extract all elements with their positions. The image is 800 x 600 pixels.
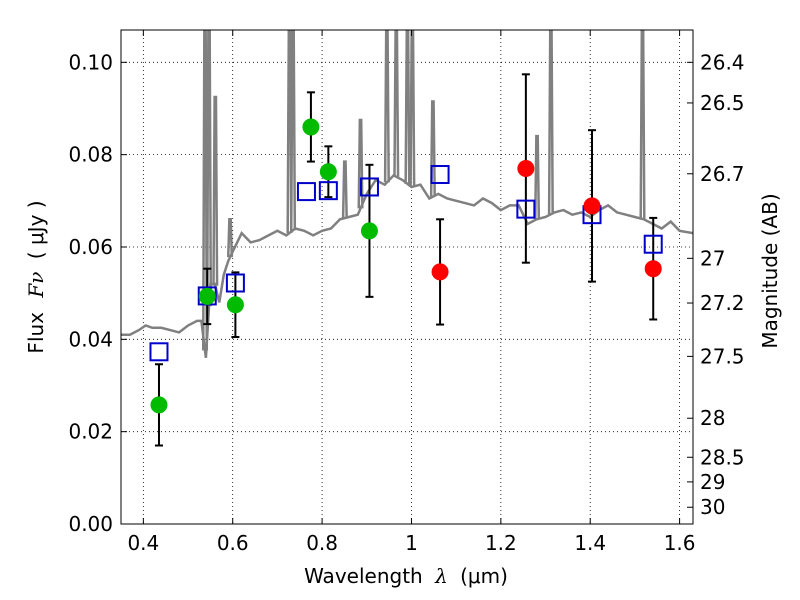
magnitude-tick-label: 27.2 [700, 291, 745, 315]
magnitude-axis-title: Magnitude (AB) [758, 193, 782, 348]
emission-line-spike [547, 30, 554, 215]
model-bandpass-square [318, 181, 338, 201]
model-bandpass-squares [149, 165, 663, 362]
magnitude-tick-label: 28 [700, 406, 725, 430]
observed-flux-point [360, 222, 378, 240]
x-tick-label: 1.6 [664, 531, 696, 555]
observed-flux-point [431, 263, 449, 281]
magnitude-tick-label: 27 [700, 246, 725, 270]
y-axis-symbol: Fν [24, 272, 48, 299]
grid-lines [121, 30, 693, 524]
magnitude-tick-label: 27.5 [700, 344, 745, 368]
model-bandpass-square [225, 273, 245, 293]
magnitude-tick-label: 26.5 [700, 91, 745, 115]
x-tick-label: 1 [405, 531, 418, 555]
emission-line-spike [357, 118, 364, 209]
model-bandpass-square [430, 165, 450, 185]
emission-line-spike [404, 30, 411, 184]
plot-frame [120, 29, 694, 525]
x-axis-ticks: 0.4 0.6 0.8 1 1.2 1.4 1.6 [127, 30, 696, 555]
y-axis-ticks: 0.00 0.02 0.04 0.06 0.08 0.10 [68, 50, 127, 536]
magnitude-tick-label: 30 [700, 495, 725, 519]
y-tick-label: 0.06 [68, 235, 113, 259]
observed-flux-point [226, 296, 244, 314]
y-axis-unit: ( μJy ) [24, 200, 48, 259]
emission-line-spikes [201, 30, 646, 351]
x-axis-unit: (μm) [460, 564, 508, 588]
magnitude-tick-label: 26.7 [700, 162, 745, 186]
model-bandpass-square [643, 234, 663, 254]
x-tick-label: 0.6 [217, 531, 249, 555]
x-tick-label: 1.4 [574, 531, 606, 555]
emission-line-spike [227, 218, 234, 258]
emission-line-spike [290, 30, 297, 231]
y-tick-label: 0.02 [68, 420, 113, 444]
model-bandpass-square [149, 342, 169, 362]
emission-line-spike [409, 30, 416, 187]
model-bandpass-square [296, 182, 316, 202]
observed-flux-point [517, 160, 535, 178]
model-bandpass-square [359, 177, 379, 197]
emission-line-spike [429, 100, 436, 197]
observed-flux-point [150, 396, 168, 414]
y-tick-label: 0.00 [68, 512, 113, 536]
magnitude-tick-label: 29 [700, 470, 725, 494]
emission-line-spike [212, 95, 219, 286]
x-tick-label: 1.2 [485, 531, 517, 555]
y-tick-label: 0.08 [68, 143, 113, 167]
x-axis-title-prefix: Wavelength [304, 564, 423, 588]
observed-flux-point [302, 118, 320, 136]
observed-flux-point [644, 260, 662, 278]
observed-points [150, 118, 662, 414]
magnitude-tick-label: 28.5 [700, 445, 745, 469]
observed-flux-point [319, 163, 337, 181]
emission-line-spike [393, 30, 400, 177]
x-axis-title: Wavelength λ (μm) [304, 564, 508, 588]
emission-line-spike [534, 134, 541, 220]
emission-line-spike [201, 30, 209, 351]
emission-line-spike [205, 30, 213, 307]
magnitude-tick-label: 26.4 [700, 50, 745, 74]
x-tick-label: 0.4 [127, 531, 159, 555]
emission-line-spike [639, 30, 646, 219]
emission-line-spike [341, 160, 348, 219]
emission-line-spike [383, 30, 390, 183]
y-tick-label: 0.10 [68, 50, 113, 74]
x-axis-symbol: λ [434, 564, 448, 588]
y-tick-label: 0.04 [68, 327, 113, 351]
y-axis-title-prefix: Flux [24, 312, 48, 354]
x-tick-label: 0.8 [306, 531, 338, 555]
model-bandpass-square [516, 199, 536, 219]
y-axis-title: Flux Fν ( μJy ) [24, 200, 48, 353]
observed-flux-point [198, 287, 216, 305]
observed-flux-point [583, 197, 601, 215]
